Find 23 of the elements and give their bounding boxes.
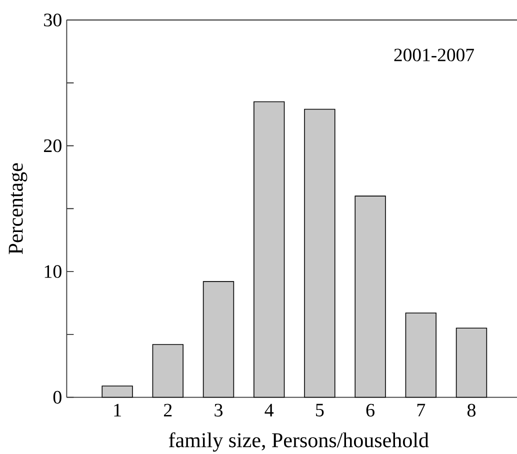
- x-tick-label: 6: [366, 404, 374, 417]
- bar: [254, 101, 285, 398]
- y-tick-label: 0: [53, 390, 62, 404]
- bar: [304, 108, 336, 398]
- bar: [152, 344, 184, 398]
- bar: [202, 281, 234, 398]
- bar: [456, 328, 488, 398]
- x-tick-label: 4: [264, 404, 274, 416]
- x-axis-title: family size, Persons/household: [168, 432, 429, 452]
- bar: [405, 312, 436, 398]
- x-tick-label: 8: [467, 404, 476, 417]
- annotation: 2001-2007: [394, 48, 474, 62]
- y-tick-label: 10: [44, 265, 62, 278]
- y-tick-label: 20: [44, 139, 62, 152]
- x-tick-label: 1: [114, 404, 121, 416]
- y-tick-label: 30: [44, 14, 62, 26]
- x-tick-label: 5: [316, 404, 324, 416]
- bar: [354, 196, 386, 398]
- x-tick-label: 3: [214, 404, 223, 417]
- y-axis-title: Percentage: [8, 163, 28, 254]
- x-tick-label: 7: [417, 404, 426, 416]
- bar: [102, 386, 133, 398]
- x-tick-label: 2: [164, 404, 172, 416]
